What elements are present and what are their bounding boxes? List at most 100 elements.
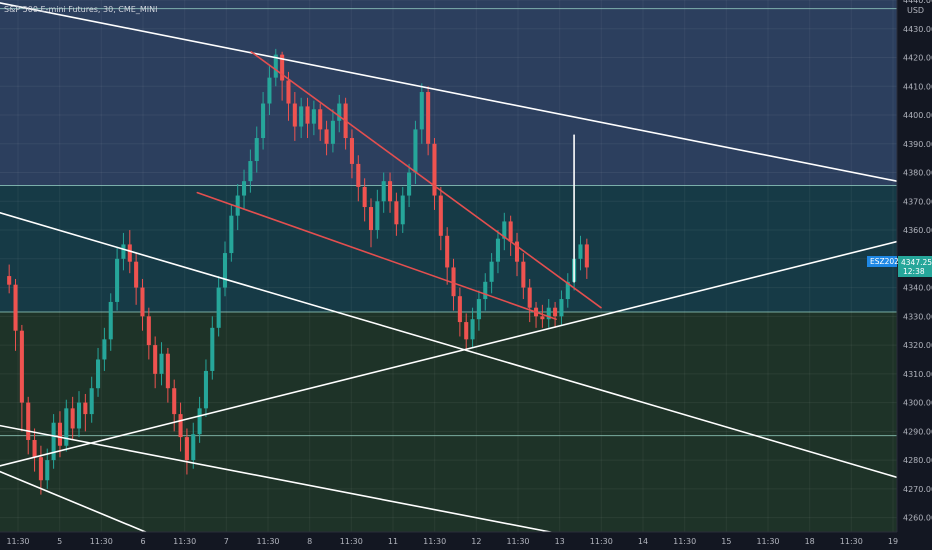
last-price-tag[interactable]: ESZ2021 4347.25 12:38: [867, 256, 932, 277]
time-tick-18: 11:30: [756, 537, 779, 546]
candle-body-39: [254, 138, 259, 162]
candle-body-35: [229, 215, 234, 254]
symbol-tag-label: ESZ2021: [870, 257, 904, 266]
trendline-4[interactable]: [0, 470, 154, 536]
candle-body-55: [356, 163, 361, 187]
candle-body-13: [89, 388, 94, 415]
time-tick-2: 11:30: [90, 537, 113, 546]
trendline-5[interactable]: [250, 50, 602, 309]
price-tick-18: 4440.00: [903, 0, 932, 5]
price-tick-11: 4370.00: [903, 197, 932, 206]
price-tick-5: 4310.00: [903, 370, 932, 379]
candle-body-1: [13, 284, 18, 331]
candle-body-14: [96, 359, 101, 389]
price-tick-8: 4340.00: [903, 284, 932, 293]
time-tick-17: 15: [721, 537, 731, 546]
candle-body-12: [83, 402, 88, 415]
currency-label: USD: [907, 6, 924, 15]
time-tick-15: 14: [638, 537, 648, 546]
countdown-label: 12:38: [903, 267, 925, 276]
trendline-0[interactable]: [0, 2, 898, 182]
candle-body-27: [178, 414, 183, 438]
candle-body-87: [559, 299, 564, 317]
candle-body-79: [508, 221, 513, 242]
time-tick-16: 11:30: [673, 537, 696, 546]
drawings[interactable]: [0, 2, 898, 536]
candle-body-0: [7, 276, 12, 285]
candle-body-36: [235, 195, 240, 216]
time-axis[interactable]: 11:30 5 11:30 6 11:30 7 11:30 8 11:30 11 11:30 12 11…: [0, 531, 932, 550]
time-tick-14: 11:30: [590, 537, 613, 546]
candle-body-8: [57, 422, 62, 446]
candle-body-9: [64, 408, 69, 446]
candle-body-51: [330, 120, 335, 144]
price-tick-15: 4410.00: [903, 82, 932, 91]
candle-body-84: [540, 316, 545, 320]
candle-body-60: [388, 181, 393, 202]
candle-body-46: [299, 106, 304, 127]
candle-body-28: [184, 437, 189, 461]
time-tick-3: 6: [140, 537, 145, 546]
last-price-box: [898, 256, 932, 277]
candle-body-75: [483, 281, 488, 300]
candle-body-82: [527, 287, 532, 308]
time-tick-8: 11:30: [340, 537, 363, 546]
time-tick-20: 11:30: [840, 537, 863, 546]
candle-body-62: [400, 195, 405, 225]
price-tick-2: 4280.00: [903, 456, 932, 465]
candle-body-34: [222, 253, 228, 288]
candle-body-18: [121, 244, 126, 259]
candle-body-57: [368, 207, 374, 231]
candle-body-80: [514, 241, 520, 262]
trendline-3[interactable]: [0, 240, 898, 467]
candle-body-69: [445, 235, 450, 268]
candle-body-73: [470, 319, 475, 340]
time-axis-background: [0, 532, 932, 550]
candle-body-3: [26, 402, 31, 440]
symbol-tag-box: [867, 256, 897, 267]
time-tick-11: 12: [471, 537, 481, 546]
candle-body-88: [565, 281, 570, 300]
candle-body-52: [337, 103, 342, 121]
candle-body-21: [140, 287, 145, 317]
candle-body-4: [32, 439, 37, 458]
trendline-1[interactable]: [0, 212, 898, 479]
candle-body-15: [102, 339, 107, 360]
candle-body-22: [146, 316, 151, 346]
candle-body-42: [273, 54, 278, 78]
candle-body-6: [45, 460, 50, 481]
price-tick-12: 4380.00: [903, 169, 932, 178]
candle-body-25: [165, 353, 170, 389]
trendline-6[interactable]: [196, 191, 557, 321]
candle-body-44: [286, 80, 291, 104]
candle-body-47: [305, 106, 310, 124]
candle-body-20: [134, 261, 139, 288]
candle-body-40: [261, 103, 266, 139]
candle-body-7: [51, 422, 56, 461]
candle-body-45: [292, 103, 297, 127]
price-tick-0: 4260.00: [903, 514, 932, 523]
candle-body-2: [19, 330, 24, 403]
candle-body-32: [210, 327, 215, 371]
candle-body-11: [76, 402, 82, 429]
trendline-2[interactable]: [0, 424, 566, 536]
candle-body-31: [203, 370, 208, 409]
time-tick-1: 5: [57, 537, 62, 546]
candle-body-77: [495, 238, 500, 262]
candles: [7, 48, 589, 495]
candle-body-38: [248, 161, 253, 182]
time-tick-0: 11:30: [6, 537, 29, 546]
time-tick-9: 11: [388, 537, 398, 546]
time-tick-13: 13: [555, 537, 565, 546]
candle-body-16: [108, 301, 113, 340]
price-tick-10: 4360.00: [903, 226, 932, 235]
candle-body-64: [413, 129, 418, 173]
time-tick-6: 11:30: [256, 537, 279, 546]
time-tick-5: 7: [224, 537, 229, 546]
candle-body-30: [197, 408, 202, 435]
price-tick-14: 4400.00: [903, 111, 932, 120]
candle-body-48: [311, 109, 316, 124]
time-tick-10: 11:30: [423, 537, 446, 546]
grid-lines: [0, 0, 897, 532]
